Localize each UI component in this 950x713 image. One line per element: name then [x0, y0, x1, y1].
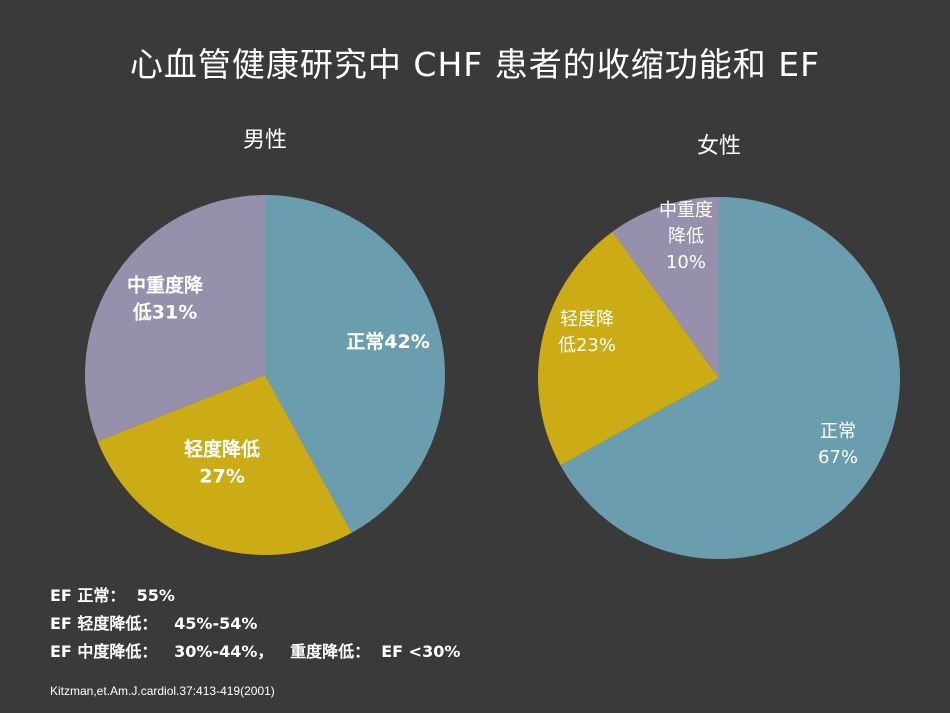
- slice-label-female-1: 轻度降低23%: [558, 309, 616, 356]
- slice-label-male-1: 轻度降低 27%: [184, 438, 260, 488]
- ef-legend: EF 正常： 55% EF 轻度降低： 45%-54% EF 中度降低： 30%…: [50, 582, 460, 666]
- pie-chart-female: 正常 67% 轻度降低23% 中重度降低 10%: [537, 197, 901, 559]
- slice-label-line-female-2-0: 中重度: [659, 200, 713, 221]
- slice-label-female-0: 正常 67%: [818, 421, 858, 468]
- slice-label-line-female-2-1: 降低: [668, 226, 704, 247]
- slice-label-male-0: 正常42%: [346, 330, 429, 353]
- slice-label-line-male-0-0: 正常42%: [346, 330, 429, 353]
- legend-line-moderate-severe: EF 中度降低： 30%-44%， 重度降低： EF <30%: [50, 642, 461, 661]
- slice-label-female-2: 中重度降低 10%: [659, 200, 713, 273]
- pie-slice-male-2: [85, 195, 266, 442]
- pie-slice-female-1: [537, 231, 719, 466]
- citation: Kitzman,et.Am.J.cardiol.37:413-419(2001): [50, 684, 275, 698]
- slice-label-line-female-1-1: 低23%: [558, 335, 616, 356]
- slice-label-line-female-2-2: 10%: [666, 252, 706, 273]
- pie-slice-female-0: [560, 197, 901, 559]
- pie-slice-female-2: [612, 197, 719, 378]
- slice-label-line-female-1-0: 轻度降: [560, 309, 614, 330]
- slice-label-line-male-2-0: 中重度降: [127, 274, 204, 297]
- legend-line-normal: EF 正常： 55%: [50, 586, 175, 605]
- pie-title-female: 女性: [696, 134, 741, 159]
- pie-chart-male: 正常42% 轻度降低 27% 中重度降低31%: [85, 195, 446, 556]
- pie-slice-male-1: [97, 375, 352, 556]
- slice-label-line-male-2-1: 低31%: [132, 301, 197, 324]
- slice-label-line-female-0-0: 正常: [820, 421, 856, 442]
- pie-slice-male-0: [265, 195, 446, 533]
- pie-title-male: 男性: [242, 128, 287, 153]
- slide-title: 心血管健康研究中 CHF 患者的收缩功能和 EF: [129, 45, 821, 84]
- slice-label-line-female-0-1: 67%: [818, 447, 858, 468]
- slice-label-line-male-1-1: 27%: [199, 466, 244, 488]
- slice-label-male-2: 中重度降低31%: [127, 274, 204, 324]
- slice-label-line-male-1-0: 轻度降低: [184, 438, 260, 461]
- legend-line-mild: EF 轻度降低： 45%-54%: [50, 614, 258, 633]
